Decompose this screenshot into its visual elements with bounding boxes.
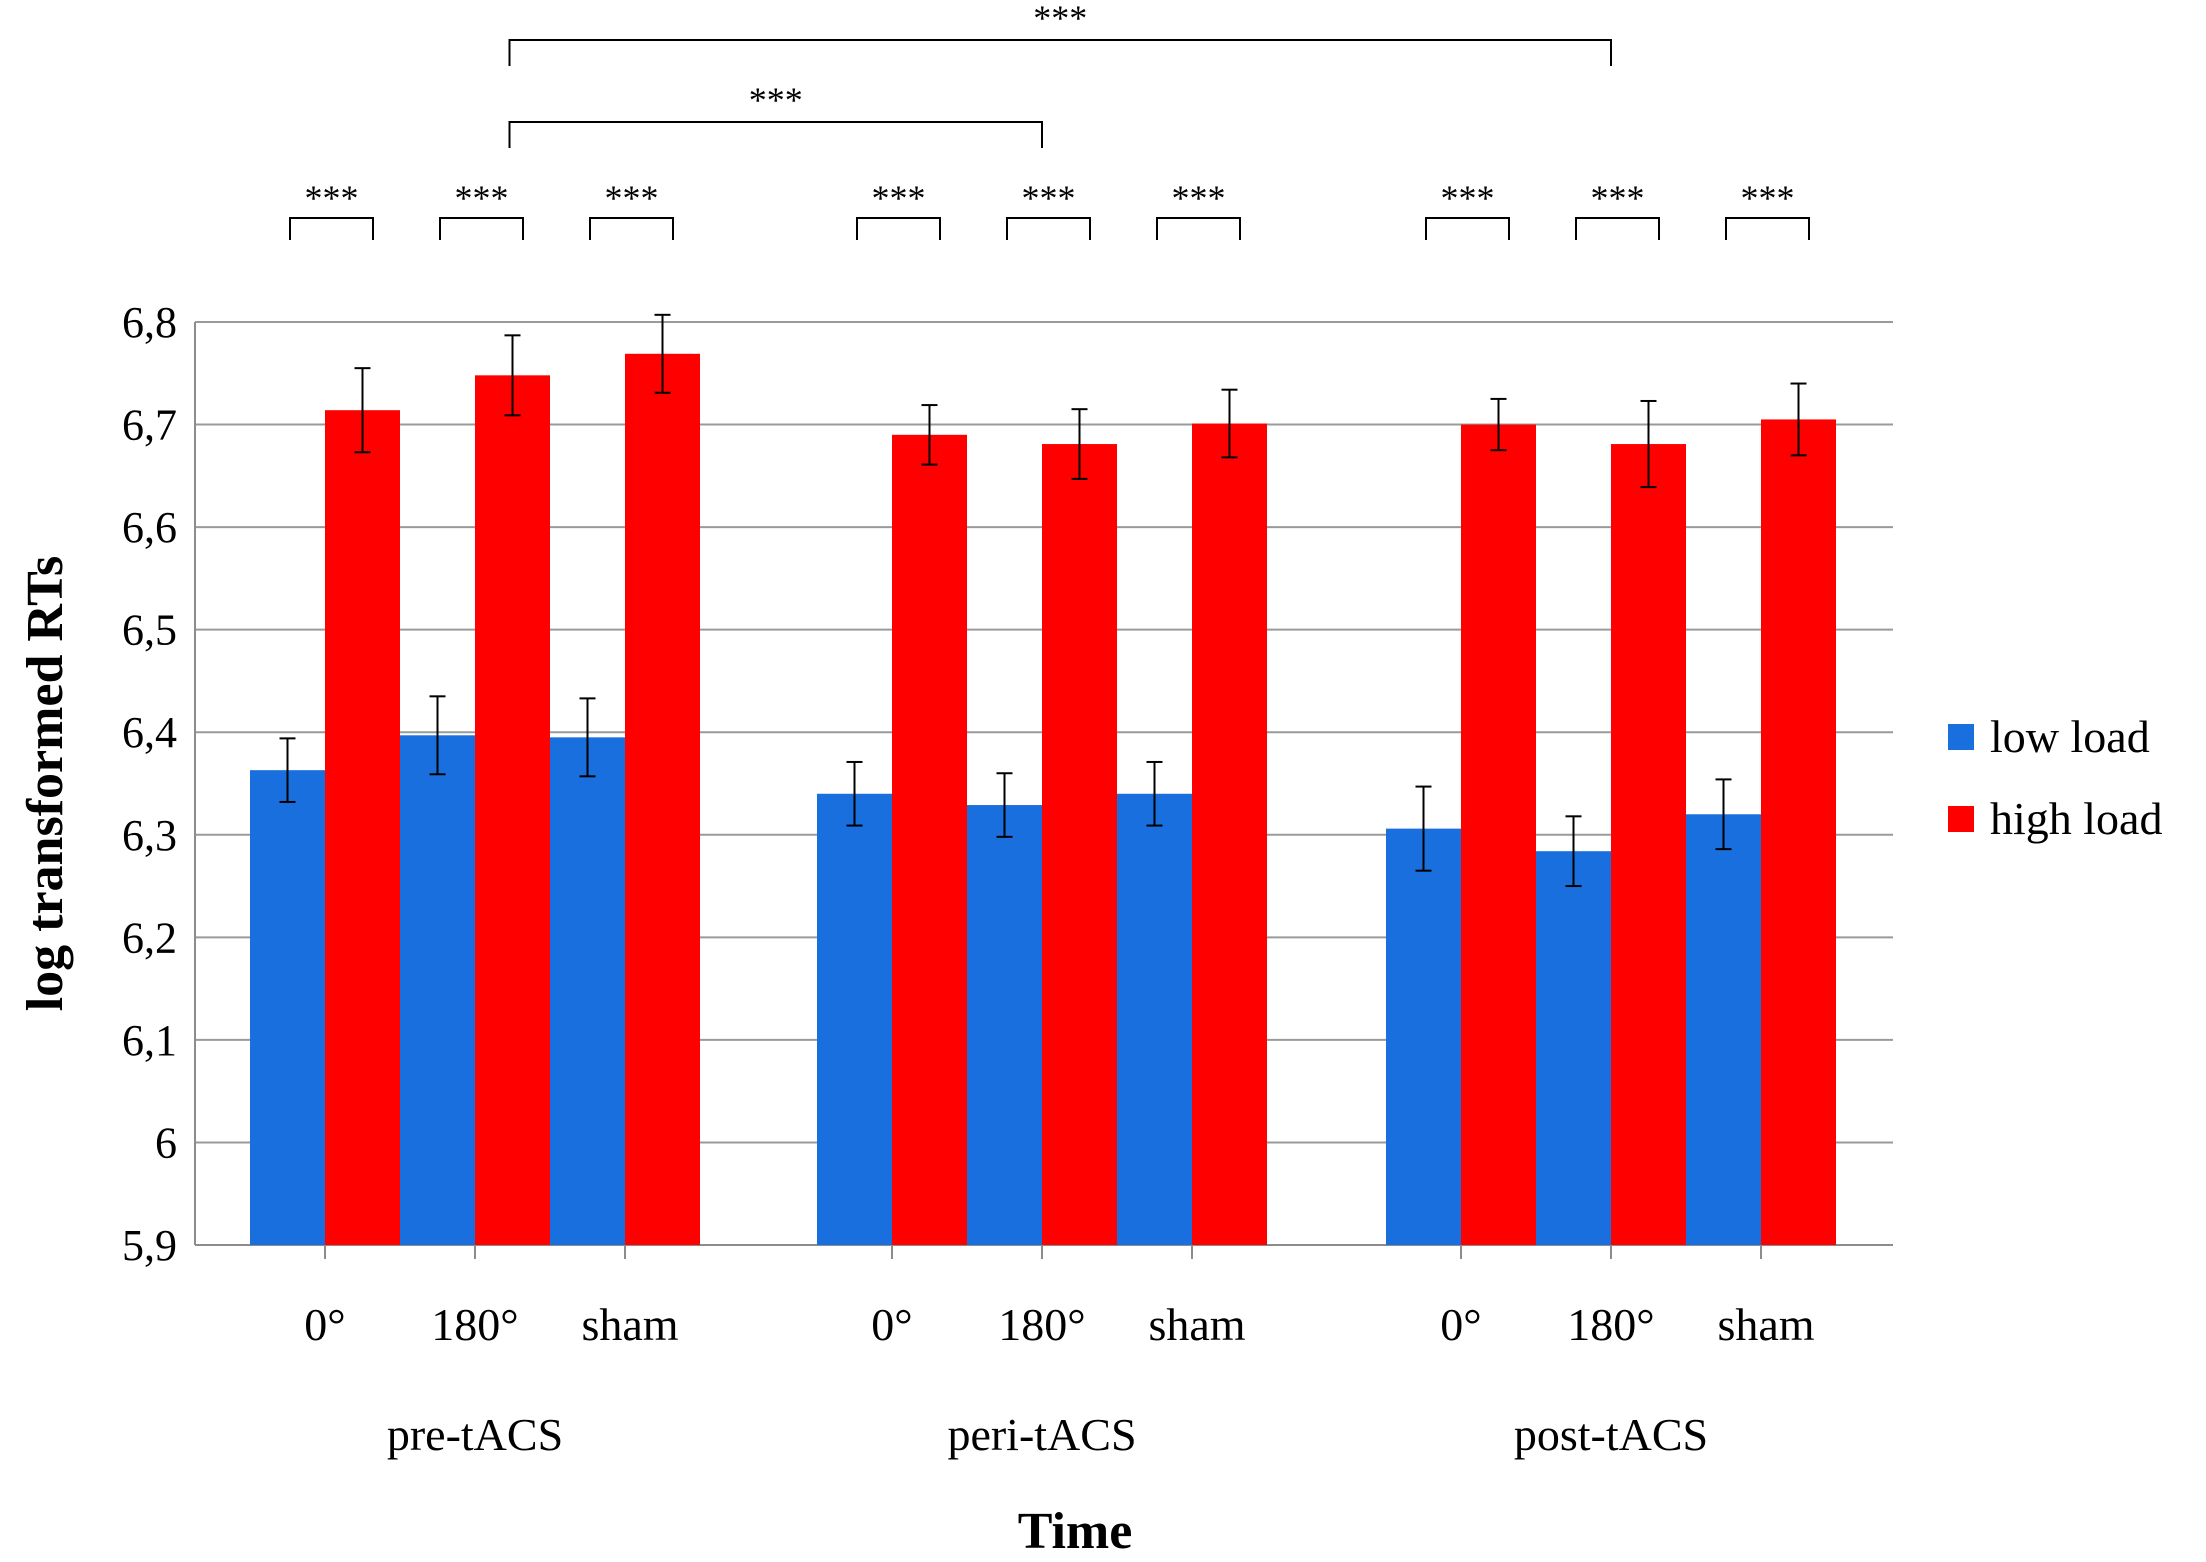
bar-low-load [1117,793,1192,1245]
bar-high-load [1761,419,1836,1246]
y-tick-label: 6,3 [122,811,177,860]
bar-low-load [400,735,475,1245]
condition-label: 0° [871,1299,912,1350]
y-tick-label: 6,5 [122,606,177,655]
group-label: post-tACS [1514,1409,1708,1460]
significance-bracket [1006,217,1091,240]
significance-bracket [589,217,674,240]
significance-bracket [439,217,524,240]
significance-bracket [508,39,1612,66]
bar-high-load [1611,444,1686,1245]
y-tick-label: 6,1 [122,1016,177,1065]
condition-label: sham [1717,1299,1814,1350]
significance-label: *** [1741,178,1795,218]
y-tick-label: 6,2 [122,913,177,962]
legend-label: high load [1990,793,2162,844]
y-tick-label: 6,4 [122,708,177,757]
bar-low-load [250,770,325,1245]
significance-label: *** [1022,178,1076,218]
y-tick-label: 6,6 [122,503,177,552]
significance-label: *** [1591,178,1645,218]
legend-swatch [1948,806,1974,832]
significance-bracket [856,217,941,240]
significance-bracket [1156,217,1241,240]
x-axis-title: Time [1018,1503,1133,1560]
bar-high-load [1192,423,1267,1245]
bar-high-load [325,410,400,1246]
significance-label: *** [455,178,509,218]
bar-high-load [625,353,700,1245]
significance-bracket [1575,217,1660,240]
significance-label: *** [872,178,926,218]
bar-low-load [1386,828,1461,1245]
y-tick-label: 6 [155,1118,177,1167]
condition-label: 0° [304,1299,345,1350]
significance-label: *** [749,80,803,120]
significance-bracket [289,217,374,240]
y-tick-label: 5,9 [122,1221,177,1270]
bar-high-load [1042,444,1117,1245]
legend-label: low load [1990,711,2150,762]
legend-swatch [1948,724,1974,750]
bar-high-load [1461,424,1536,1245]
significance-label: *** [1172,178,1226,218]
y-tick-label: 6,7 [122,401,177,450]
bar-high-load [475,375,550,1246]
condition-label: 180° [998,1299,1085,1350]
y-axis-title: log transformed RTs [17,556,74,1012]
condition-label: 180° [431,1299,518,1350]
bar-low-load [550,737,625,1245]
y-tick-label: 6,8 [122,298,177,347]
condition-label: sham [1148,1299,1245,1350]
group-label: pre-tACS [387,1409,563,1460]
bar-low-load [1686,814,1761,1245]
condition-label: 0° [1440,1299,1481,1350]
bar-low-load [967,805,1042,1245]
group-label: peri-tACS [947,1409,1136,1460]
bar-low-load [1536,851,1611,1245]
significance-label: *** [1441,178,1495,218]
significance-bracket [508,121,1043,148]
significance-label: *** [305,178,359,218]
bar-low-load [817,793,892,1245]
significance-bracket [1725,217,1810,240]
significance-label: *** [605,178,659,218]
bar-high-load [892,434,967,1245]
significance-label: *** [1033,0,1087,38]
significance-bracket [1425,217,1510,240]
condition-label: 180° [1567,1299,1654,1350]
condition-label: sham [581,1299,678,1350]
